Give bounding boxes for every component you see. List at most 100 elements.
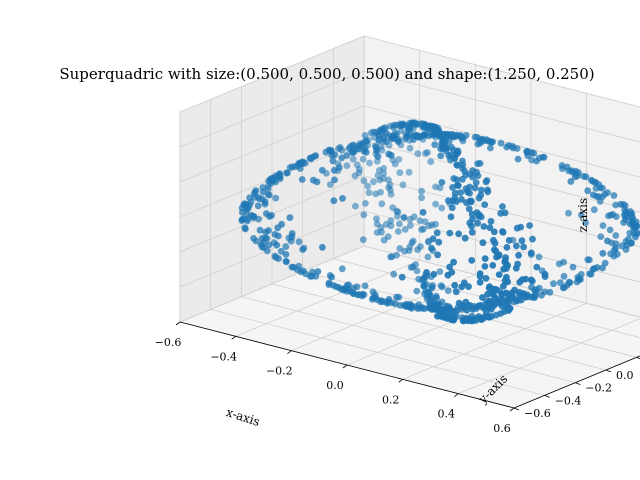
scatter-point bbox=[474, 172, 482, 180]
scatter-point bbox=[490, 228, 498, 236]
scatter-point bbox=[512, 264, 520, 272]
scatter-point bbox=[283, 169, 290, 177]
scatter-point bbox=[358, 292, 366, 300]
scatter-point bbox=[336, 144, 344, 151]
scatter-point bbox=[450, 307, 458, 315]
scatter-point bbox=[475, 313, 483, 320]
scatter-point bbox=[626, 220, 634, 228]
scatter-point bbox=[406, 144, 414, 152]
scatter-point bbox=[425, 132, 433, 140]
scatter-point bbox=[394, 228, 402, 235]
scatter-point bbox=[567, 178, 575, 185]
scatter-point bbox=[335, 284, 342, 291]
scatter-point bbox=[475, 194, 483, 202]
scatter-point bbox=[434, 303, 441, 311]
scatter-point bbox=[401, 247, 408, 255]
scatter-point bbox=[486, 297, 493, 305]
scatter-point bbox=[474, 160, 481, 168]
y-axis-ticks: −0.6−0.4−0.20.00.20.40.6 bbox=[513, 356, 640, 420]
x-tick bbox=[454, 393, 459, 397]
scatter-point bbox=[468, 257, 476, 264]
scatter-point bbox=[493, 253, 500, 261]
scatter-point bbox=[448, 269, 456, 276]
scatter-point bbox=[447, 156, 454, 164]
scatter-point bbox=[430, 270, 438, 278]
scatter-point bbox=[499, 229, 507, 236]
grid-line bbox=[179, 35, 365, 113]
scatter-point bbox=[418, 194, 425, 202]
scatter-point bbox=[399, 181, 407, 189]
scatter-point bbox=[445, 197, 452, 205]
scatter-point bbox=[590, 265, 598, 272]
scatter-point bbox=[416, 133, 424, 141]
scatter-point bbox=[446, 229, 454, 237]
scatter-point bbox=[446, 263, 453, 271]
scatter-point bbox=[482, 309, 490, 317]
scatter-point bbox=[384, 299, 391, 307]
scatter-point bbox=[403, 132, 411, 140]
scatter-point bbox=[611, 246, 618, 254]
scatter-point bbox=[453, 198, 460, 206]
scatter-point bbox=[359, 155, 367, 163]
scatter-point bbox=[424, 253, 432, 261]
scatter-point bbox=[359, 236, 367, 244]
scatter-point bbox=[244, 204, 252, 212]
scatter-point bbox=[376, 176, 384, 184]
scatter-point bbox=[259, 188, 267, 196]
x-tick bbox=[175, 321, 181, 326]
scatter-point bbox=[466, 189, 473, 197]
scatter-point bbox=[396, 169, 404, 177]
scatter-point bbox=[487, 217, 495, 225]
scatter-point bbox=[527, 276, 535, 284]
x-tick bbox=[509, 407, 515, 412]
scatter-point bbox=[343, 162, 351, 170]
scatter-point bbox=[338, 154, 346, 162]
x-tick bbox=[398, 379, 403, 383]
scatter-point bbox=[474, 219, 481, 227]
scatter-point bbox=[314, 268, 322, 275]
scatter-point bbox=[338, 265, 346, 273]
scatter-point bbox=[372, 190, 380, 198]
scatter-point bbox=[278, 220, 285, 228]
z-axis-label: z-axis bbox=[576, 198, 590, 232]
scatter-point bbox=[541, 270, 549, 278]
scatter-point bbox=[491, 285, 499, 293]
scatter-point bbox=[360, 177, 368, 185]
scatter-point bbox=[238, 209, 246, 216]
x-tick-label: 0.0 bbox=[326, 379, 344, 392]
scatter-point bbox=[406, 125, 414, 133]
scatter-point bbox=[410, 136, 417, 144]
scatter-point bbox=[418, 276, 426, 284]
scatter-point bbox=[394, 212, 401, 220]
scatter-point bbox=[475, 302, 482, 310]
scatter-point bbox=[340, 286, 347, 294]
scatter-point bbox=[436, 184, 444, 192]
scatter-point bbox=[437, 152, 445, 160]
scatter-point bbox=[455, 230, 463, 238]
scatter-point bbox=[432, 200, 439, 208]
scatter-point bbox=[297, 268, 305, 276]
scatter-point bbox=[414, 305, 422, 312]
scatter-point bbox=[339, 195, 346, 202]
scatter-point bbox=[349, 155, 357, 163]
scatter-point bbox=[246, 194, 254, 202]
scatter-point bbox=[352, 202, 359, 210]
scatter-point bbox=[331, 151, 339, 159]
scatter-point bbox=[361, 282, 369, 290]
scatter-point bbox=[387, 253, 394, 261]
scatter-point bbox=[296, 165, 304, 172]
scatter-point bbox=[482, 178, 490, 186]
scatter-point bbox=[503, 302, 511, 310]
scatter-point bbox=[380, 169, 387, 177]
x-tick bbox=[342, 364, 348, 369]
scatter-point bbox=[307, 155, 315, 163]
scatter-point bbox=[569, 263, 577, 271]
scatter-point bbox=[484, 188, 492, 196]
scatter-point bbox=[471, 184, 479, 192]
scatter-point bbox=[497, 139, 505, 147]
scatter-point bbox=[398, 273, 406, 281]
scatter-point bbox=[487, 144, 494, 152]
scatter-point bbox=[517, 292, 524, 300]
scatter-point bbox=[513, 242, 520, 250]
scatter-point bbox=[416, 217, 424, 225]
